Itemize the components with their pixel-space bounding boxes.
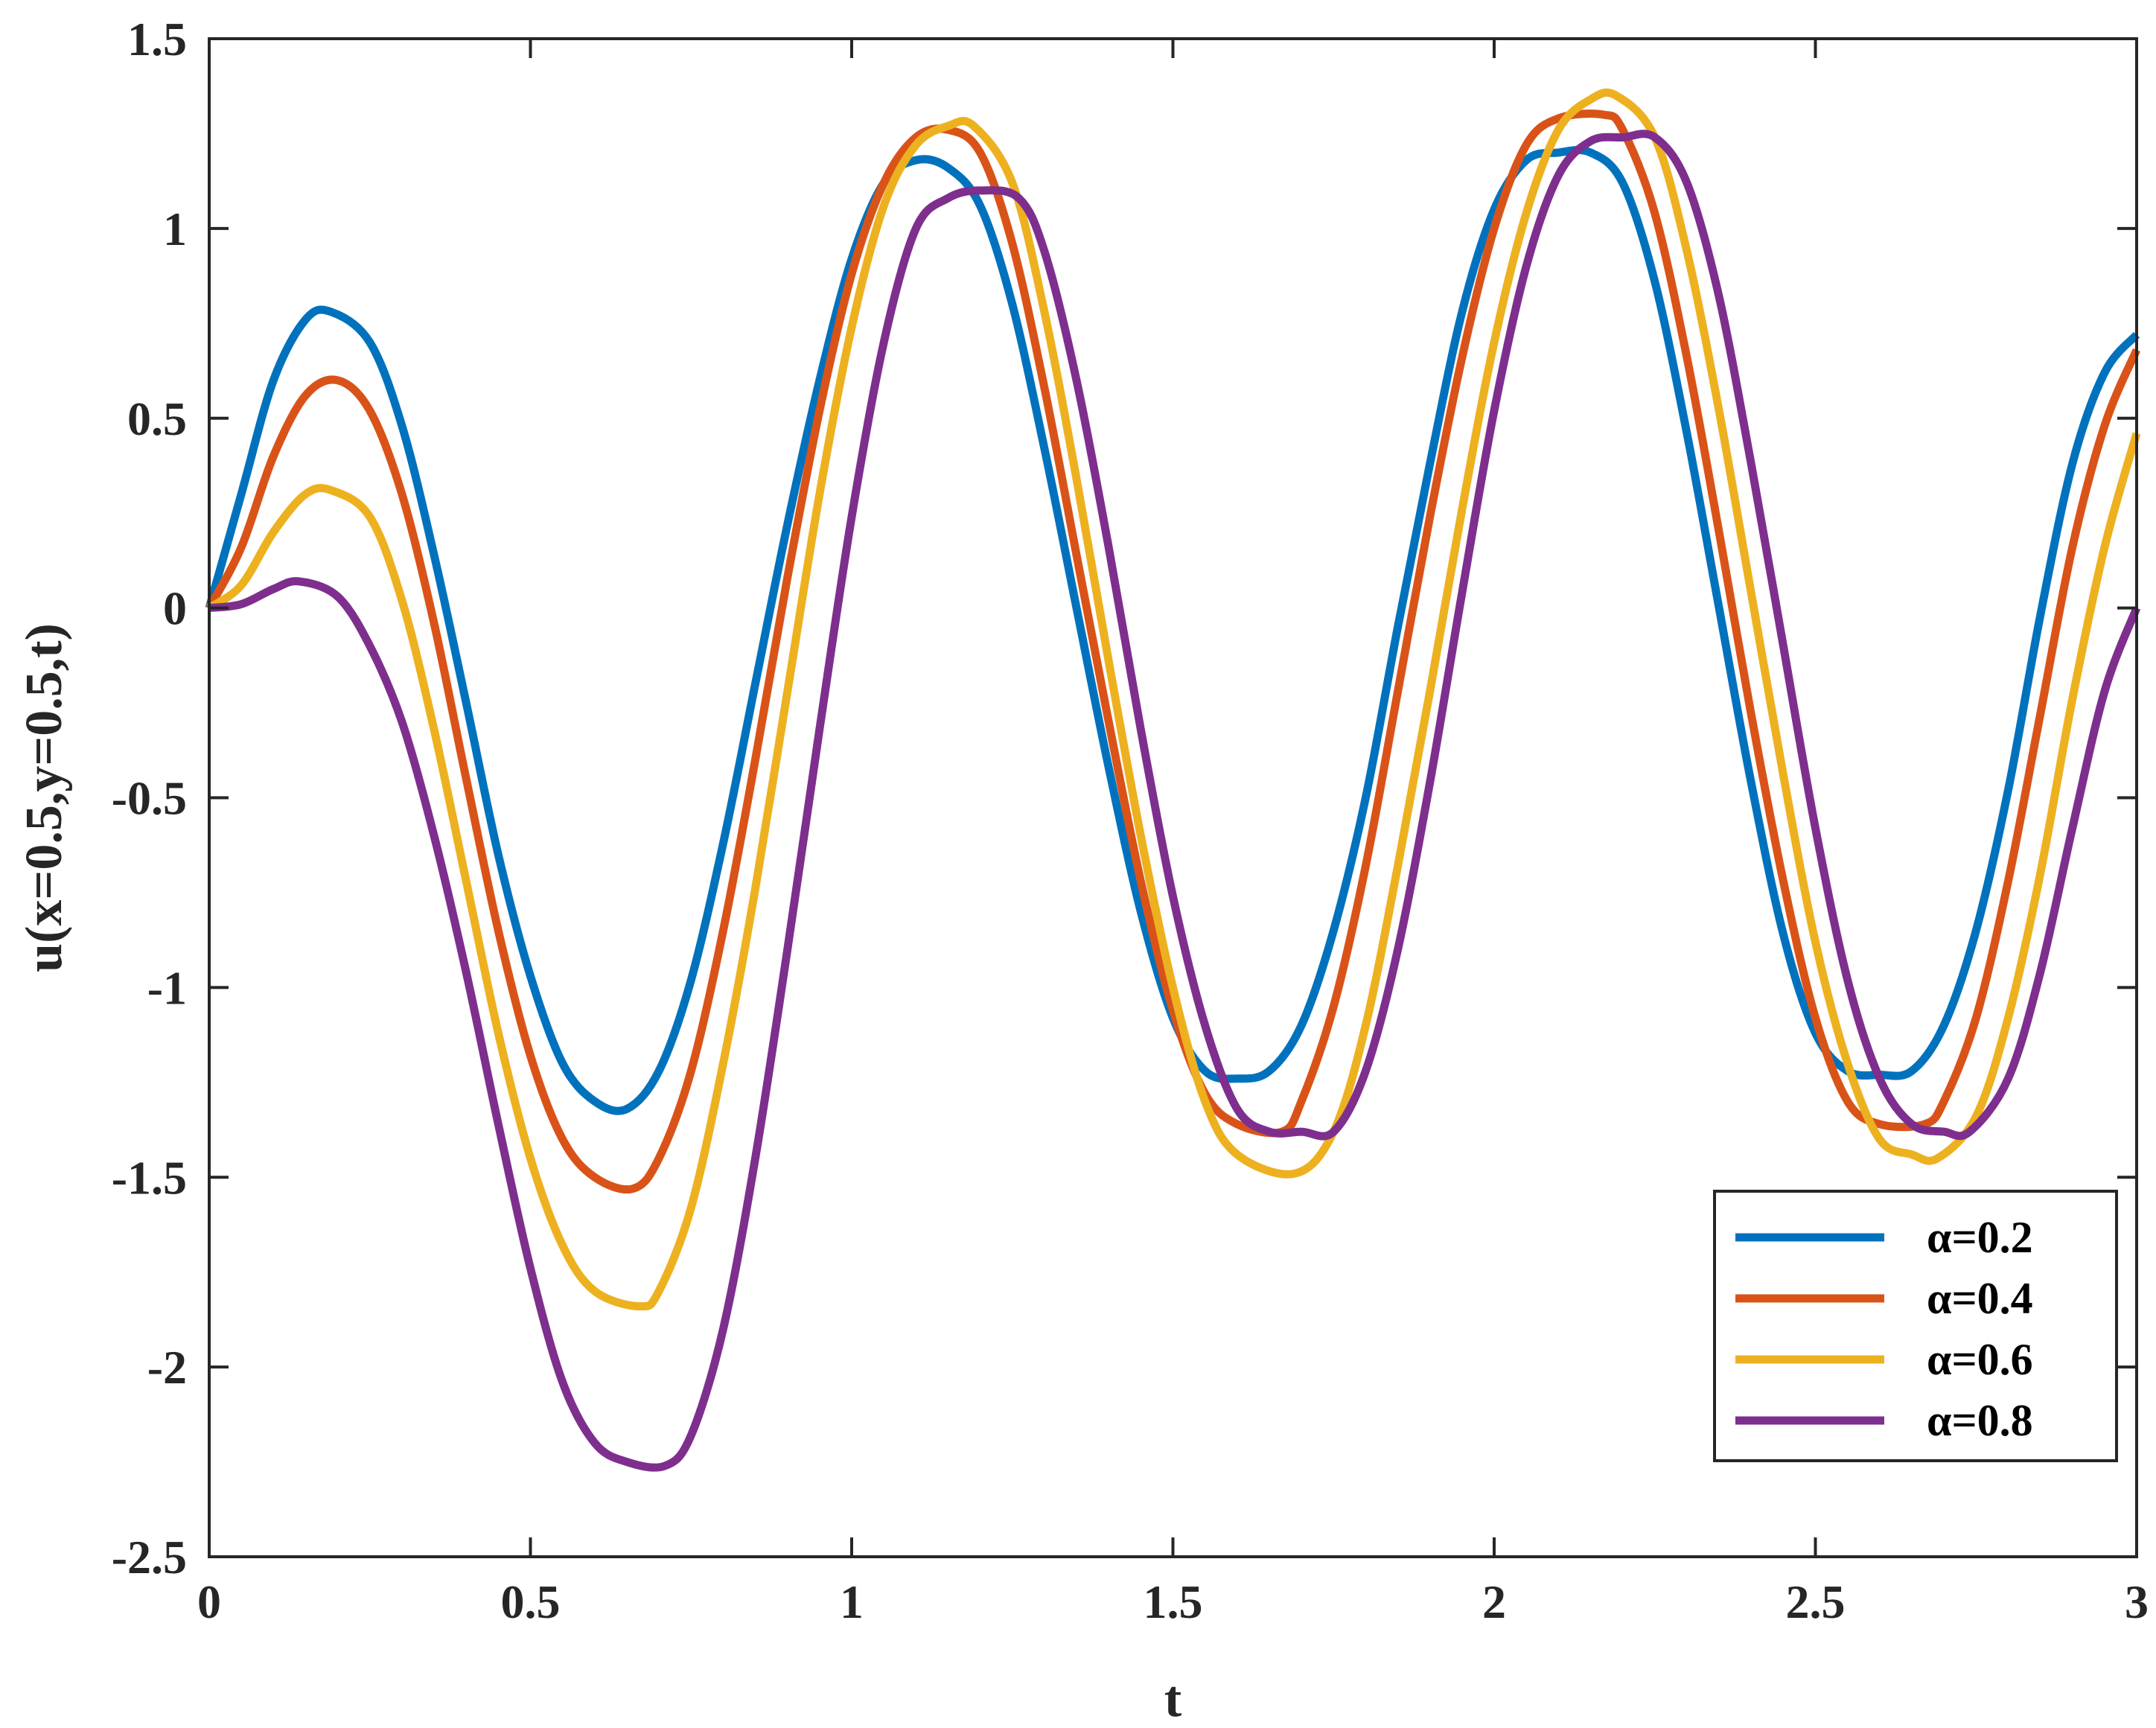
series-line-3 — [206, 88, 2141, 1311]
y-tick-label: -0.5 — [112, 772, 187, 825]
series-layer — [205, 88, 2141, 1472]
ticks-layer: 0 0.5 1 1.5 2 2.5 3 1.5 1 0.5 0 -0.5 -1 -1.5 -2 -2.5 — [112, 13, 2149, 1628]
x-tick-label: 0.5 — [501, 1575, 561, 1628]
y-tick-label: 1.5 — [127, 13, 187, 66]
series-line-1 — [205, 145, 2140, 1115]
legend-label-3: α=0.6 — [1927, 1335, 2033, 1384]
y-tick-label: 1 — [163, 203, 187, 255]
series-line-2 — [205, 109, 2141, 1194]
y-tick-label: -2 — [147, 1341, 187, 1394]
legend-label-1: α=0.2 — [1927, 1213, 2033, 1262]
legend-label-4: α=0.8 — [1927, 1396, 2033, 1445]
x-axis-title: t — [1164, 1671, 1181, 1728]
legend-label-2: α=0.4 — [1927, 1274, 2033, 1323]
y-tick-label: -1 — [147, 961, 187, 1014]
series-line-4 — [208, 130, 2141, 1472]
y-tick-label: -2.5 — [112, 1531, 187, 1584]
y-axis-title: u(x=0.5,y=0.5,t) — [16, 623, 73, 972]
y-tick-label: -1.5 — [112, 1151, 187, 1204]
legend[interactable]: α=0.2 α=0.4 α=0.6 α=0.8 — [1713, 1190, 2118, 1462]
x-tick-label: 2.5 — [1786, 1575, 1846, 1628]
x-tick-label: 1 — [840, 1575, 864, 1628]
x-tick-label: 0 — [197, 1575, 221, 1628]
x-tick-label: 3 — [2125, 1575, 2149, 1628]
y-tick-label: 0 — [163, 582, 187, 635]
x-tick-label: 2 — [1482, 1575, 1506, 1628]
y-tick-label: 0.5 — [127, 392, 187, 445]
x-tick-label: 1.5 — [1144, 1575, 1203, 1628]
